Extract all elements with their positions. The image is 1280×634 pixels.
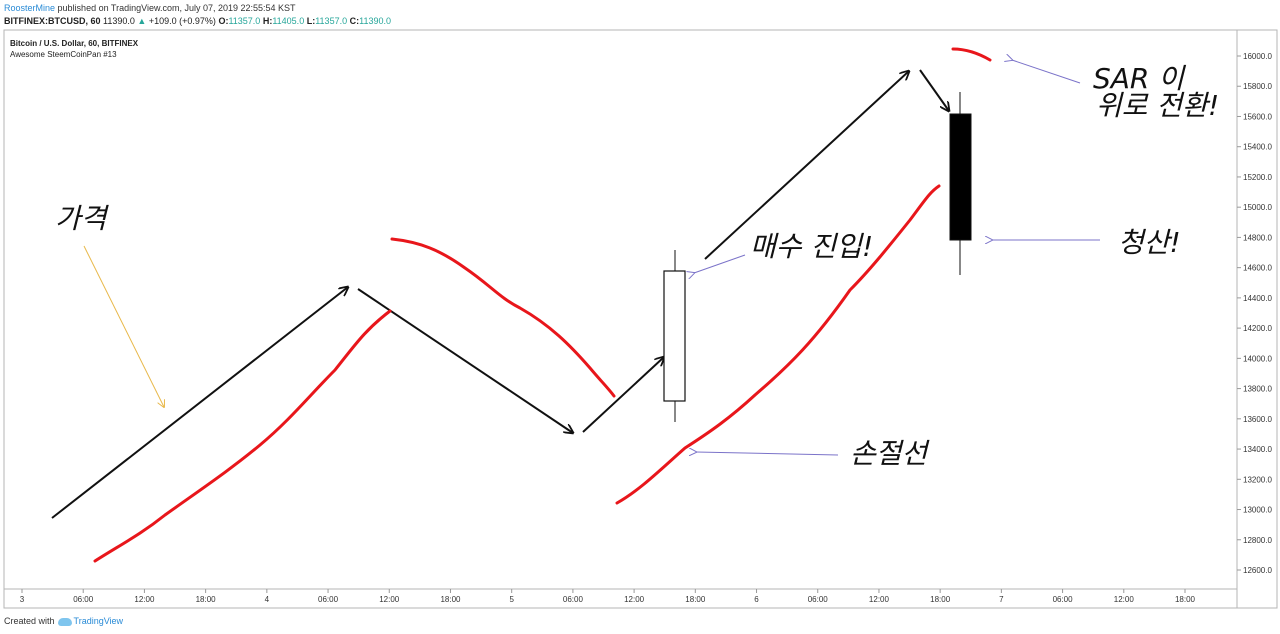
trend-arrow-up-2 [582,357,664,433]
time-tick-label: 12:00 [869,595,890,604]
published-text: published on TradingView.com, July 07, 2… [57,3,296,13]
annotation-sar: SAR 이 [1093,62,1186,95]
chart-subtitle: Awesome SteemCoinPan #13 [10,50,117,59]
close-label: C: [349,16,360,26]
time-tick-label: 18:00 [930,595,951,604]
price-tick-label: 15200.0 [1243,173,1272,182]
price-pointer-arrow [83,245,164,407]
sar-curve-2 [390,237,616,398]
tradingview-link[interactable]: TradingView [73,616,124,626]
price-tick-label: 14400.0 [1243,294,1272,303]
price-tick-label: 15600.0 [1243,112,1272,121]
annotation-flip-up: 위로 전환! [1096,89,1219,122]
trend-arrows [51,69,949,519]
price-tick-label: 15800.0 [1243,82,1272,91]
time-tick-label: 12:00 [379,595,400,604]
price-axis[interactable]: 12600.0 12800.0 13000.0 13200.0 13400.0 13600… [1237,52,1272,575]
trend-arrow-down [357,288,573,433]
publish-info: RoosterMine published on TradingView.com… [4,3,296,13]
chart-title: Bitcoin / U.S. Dollar, 60, BITFINEX [10,39,139,48]
time-tick-label: 06:00 [563,595,584,604]
price-tick-label: 13200.0 [1243,475,1272,484]
trend-arrow-down-short [919,69,949,111]
price-tick-label: 14800.0 [1243,233,1272,242]
open-value: 11357.0 [228,16,261,26]
sar-curve-4 [951,47,992,62]
low-value: 11357.0 [315,16,348,26]
price-change: +109.0 (+0.97%) [148,16,216,26]
created-with-label: Created with [4,616,55,626]
time-tick-label: 06:00 [318,595,339,604]
price-tick-label: 13000.0 [1243,506,1272,515]
time-axis[interactable]: 3 06:00 12:00 18:00 4 06:00 12:00 18:00 5 06:00 12… [20,589,1196,604]
trend-arrow-up-1 [51,287,348,519]
price-tick-label: 13400.0 [1243,445,1272,454]
sar-curves [93,47,992,563]
high-value: 11405.0 [272,16,305,26]
price-tick-label: 15000.0 [1243,203,1272,212]
chart-frame [3,29,1278,609]
open-label: O: [218,16,229,26]
time-tick-label: 18:00 [685,595,706,604]
price-tick-label: 12600.0 [1243,566,1272,575]
price-tick-label: 16000.0 [1243,52,1272,61]
low-label: L: [306,16,316,26]
sar-curve-1 [93,309,392,563]
price-tick-label: 13600.0 [1243,415,1272,424]
symbol-label: BITFINEX:BTCUSD, 60 [4,16,101,26]
time-tick-label: 06:00 [73,595,94,604]
stoploss-pointer-arrow [696,452,839,455]
price-tick-label: 14200.0 [1243,324,1272,333]
up-arrow-icon: ▲ [137,16,147,26]
price-tick-label: 14000.0 [1243,354,1272,363]
annotation-texts: 가격 매수 진입! SAR 이 위로 전환! 청산! 손절선 [55,62,1219,470]
author-link[interactable]: RoosterMine [4,3,56,13]
trend-arrow-up-3 [704,71,909,260]
time-tick-label: 6 [754,595,759,604]
time-tick-label: 18:00 [440,595,461,604]
tradingview-logo-icon [57,617,72,626]
footer: Created with TradingView [4,616,123,626]
exit-candle-body [949,113,972,241]
annotation-stop-loss: 손절선 [850,437,931,470]
time-tick-label: 06:00 [1053,595,1074,604]
annotation-price: 가격 [55,202,110,235]
price-tick-label: 15400.0 [1243,143,1272,152]
price-tick-label: 14600.0 [1243,264,1272,273]
time-tick-label: 12:00 [624,595,645,604]
candles [663,92,972,422]
time-tick-label: 12:00 [1114,595,1135,604]
time-tick-label: 12:00 [134,595,155,604]
price-tick-label: 12800.0 [1243,536,1272,545]
annotation-exit: 청산! [1118,226,1181,259]
time-tick-label: 7 [999,595,1004,604]
time-tick-label: 06:00 [808,595,829,604]
close-value: 11390.0 [359,16,391,26]
time-tick-label: 18:00 [196,595,217,604]
buy-candle-body [663,270,686,402]
last-price: 11390.0 [103,16,135,26]
price-tick-label: 13800.0 [1243,385,1272,394]
time-tick-label: 18:00 [1175,595,1196,604]
time-tick-label: 4 [265,595,270,604]
annotation-buy-entry: 매수 진입! [750,230,873,263]
time-tick-label: 3 [20,595,25,604]
time-tick-label: 5 [509,595,514,604]
sar-pointer-arrow [1012,60,1081,84]
sar-curve-3 [615,184,941,505]
symbol-info-bar: BITFINEX:BTCUSD, 60 11390.0 ▲ +109.0 (+0… [4,16,391,26]
buy-pointer-arrow [694,254,746,273]
high-label: H: [262,16,273,26]
annotation-pointers [83,60,1100,455]
